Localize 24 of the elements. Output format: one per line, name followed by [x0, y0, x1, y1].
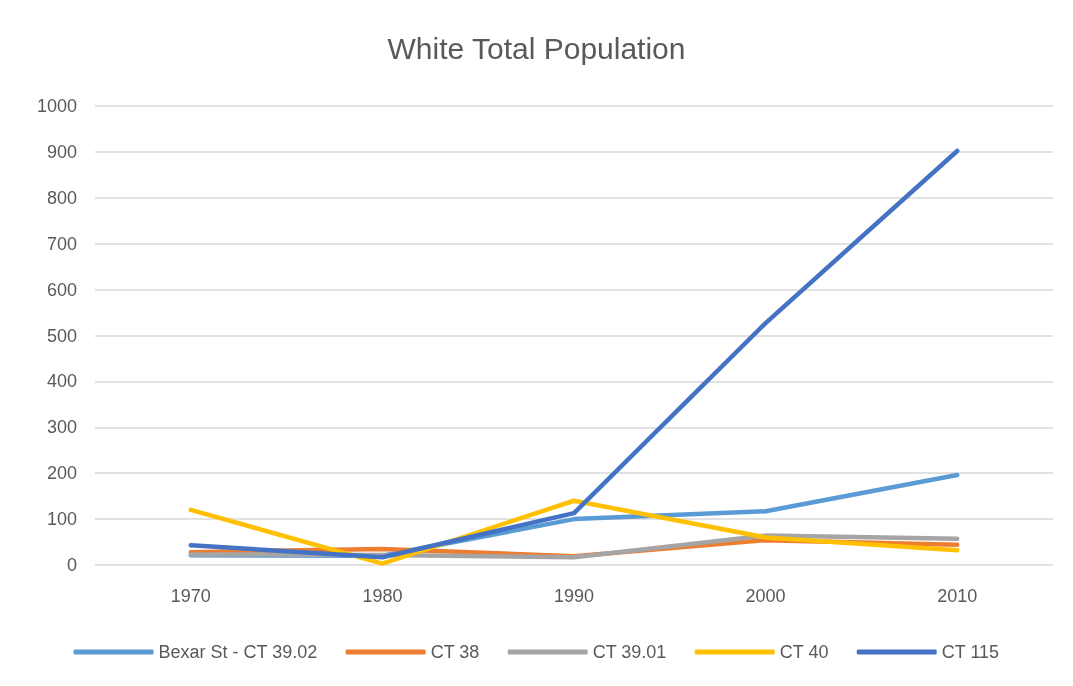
- chart-title: White Total Population: [387, 31, 686, 65]
- x-tick-label: 1990: [553, 586, 595, 606]
- line-series: [188, 148, 960, 560]
- legend-label: Bexar St - CT 39.02: [158, 642, 318, 662]
- legend-label: CT 39.01: [592, 642, 667, 662]
- x-tick-label: 1970: [170, 586, 211, 606]
- line-series: [188, 498, 960, 566]
- y-tick-label: 500: [46, 325, 77, 346]
- y-tick-label: 300: [46, 417, 77, 438]
- legend-label: CT 40: [779, 642, 829, 662]
- y-tick-label: 100: [46, 509, 77, 530]
- y-tick-label: 0: [66, 555, 77, 575]
- y-tick-label: 900: [46, 141, 77, 162]
- legend-label: CT 38: [430, 642, 480, 662]
- y-tick-label: 1000: [36, 96, 77, 116]
- legend-label: CT 115: [941, 642, 1000, 662]
- y-tick-label: 700: [46, 233, 77, 254]
- y-tick-label: 600: [46, 279, 77, 300]
- x-tick-label: 2000: [745, 586, 786, 606]
- y-tick-label: 800: [46, 187, 77, 208]
- y-tick-label: 200: [46, 463, 77, 484]
- x-tick-label: 1980: [362, 586, 403, 606]
- x-tick-label: 2010: [937, 586, 978, 606]
- y-tick-label: 400: [46, 371, 77, 392]
